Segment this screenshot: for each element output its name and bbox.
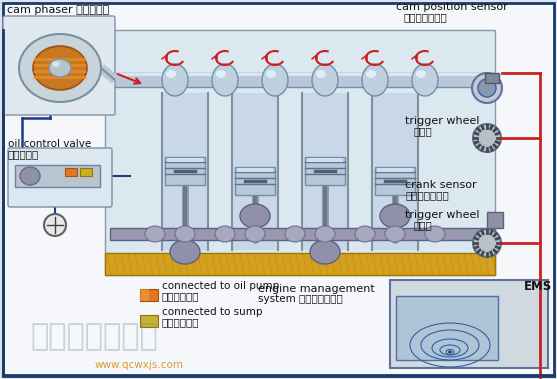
Bar — [485, 73, 499, 83]
Ellipse shape — [162, 64, 188, 96]
Ellipse shape — [315, 226, 335, 242]
Bar — [105, 30, 495, 275]
Ellipse shape — [472, 73, 502, 103]
Text: connected to oil pump: connected to oil pump — [162, 281, 279, 291]
Ellipse shape — [473, 229, 501, 257]
Bar — [34, 75, 86, 78]
Ellipse shape — [385, 226, 405, 242]
Ellipse shape — [380, 204, 410, 228]
Bar — [375, 167, 415, 195]
Text: 连接至油底壳: 连接至油底壳 — [162, 317, 199, 327]
Bar — [34, 64, 86, 66]
Bar — [105, 73, 495, 76]
Text: system 发动机管理系统: system 发动机管理系统 — [258, 294, 343, 304]
Ellipse shape — [416, 70, 426, 78]
Bar — [390, 280, 548, 368]
Ellipse shape — [312, 64, 338, 96]
Ellipse shape — [316, 70, 326, 78]
Ellipse shape — [245, 226, 265, 242]
Text: 信号盘: 信号盘 — [413, 126, 432, 136]
Ellipse shape — [20, 167, 40, 185]
Ellipse shape — [412, 64, 438, 96]
Ellipse shape — [478, 79, 496, 97]
Bar — [165, 157, 205, 185]
Bar — [140, 315, 158, 327]
Text: 机油控制阀: 机油控制阀 — [8, 149, 39, 159]
Ellipse shape — [216, 70, 226, 78]
Ellipse shape — [355, 226, 375, 242]
Bar — [105, 253, 495, 275]
Text: EMS: EMS — [524, 280, 552, 293]
Ellipse shape — [473, 124, 501, 152]
Ellipse shape — [262, 64, 288, 96]
Bar — [237, 168, 273, 172]
Text: 信号盘: 信号盘 — [413, 220, 432, 230]
Bar — [163, 93, 207, 250]
Ellipse shape — [212, 64, 238, 96]
Bar — [233, 93, 277, 250]
Text: crank sensor: crank sensor — [405, 180, 477, 190]
Ellipse shape — [33, 46, 87, 90]
Ellipse shape — [285, 226, 305, 242]
Bar — [34, 58, 86, 61]
Ellipse shape — [266, 70, 276, 78]
Text: trigger wheel: trigger wheel — [405, 116, 480, 126]
Text: oil control valve: oil control valve — [8, 139, 91, 149]
Text: engine management: engine management — [258, 284, 375, 294]
Bar — [65, 168, 77, 176]
Ellipse shape — [362, 64, 388, 96]
Bar — [235, 167, 275, 195]
Text: 凸轮位置传感器: 凸轮位置传感器 — [403, 12, 447, 22]
Bar — [373, 93, 417, 250]
Ellipse shape — [19, 34, 101, 102]
FancyBboxPatch shape — [3, 16, 115, 115]
Ellipse shape — [170, 240, 200, 264]
Bar — [140, 289, 149, 301]
Bar — [303, 93, 347, 250]
Bar — [15, 165, 100, 187]
Text: cam position sensor: cam position sensor — [396, 2, 508, 12]
Bar — [307, 158, 343, 162]
Bar — [34, 69, 86, 72]
Ellipse shape — [215, 226, 235, 242]
Ellipse shape — [52, 61, 60, 67]
Bar — [377, 168, 413, 172]
Text: www.qcwxjs.com: www.qcwxjs.com — [95, 360, 184, 370]
Ellipse shape — [166, 70, 176, 78]
Ellipse shape — [44, 214, 66, 236]
Bar — [140, 289, 158, 301]
Text: 连接至机油泵: 连接至机油泵 — [162, 291, 199, 301]
Ellipse shape — [366, 70, 376, 78]
Ellipse shape — [175, 226, 195, 242]
Ellipse shape — [145, 226, 165, 242]
Bar — [167, 158, 203, 162]
Bar — [487, 212, 503, 228]
Text: 曲轴位置传感器: 曲轴位置传感器 — [405, 190, 449, 200]
Ellipse shape — [425, 226, 445, 242]
Text: 汽车维修技术网: 汽车维修技术网 — [30, 322, 158, 351]
Bar — [105, 73, 495, 87]
Bar — [305, 157, 345, 185]
Bar — [110, 228, 495, 240]
Text: cam phaser 相位调节器: cam phaser 相位调节器 — [7, 5, 109, 15]
Bar — [80, 168, 92, 176]
Ellipse shape — [240, 204, 270, 228]
Bar — [396, 296, 498, 360]
Ellipse shape — [310, 240, 340, 264]
Text: connected to sump: connected to sump — [162, 307, 262, 317]
Ellipse shape — [49, 59, 71, 77]
FancyBboxPatch shape — [8, 148, 112, 207]
Text: trigger wheel: trigger wheel — [405, 210, 480, 220]
Ellipse shape — [448, 351, 452, 354]
